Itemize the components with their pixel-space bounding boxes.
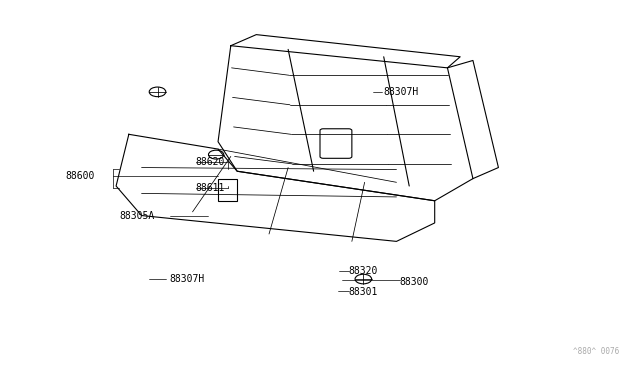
Text: 88611: 88611 (196, 183, 225, 193)
Text: 88300: 88300 (399, 277, 429, 287)
Text: 88620: 88620 (196, 157, 225, 167)
Text: 88301: 88301 (349, 287, 378, 297)
Bar (218, 179, 237, 201)
Text: 88307H: 88307H (169, 274, 204, 284)
Text: 88305A: 88305A (119, 211, 154, 221)
Text: ^880^ 0076: ^880^ 0076 (573, 347, 620, 356)
Text: 88600: 88600 (65, 171, 95, 181)
Text: 88307H: 88307H (384, 87, 419, 97)
Text: 88320: 88320 (349, 266, 378, 276)
